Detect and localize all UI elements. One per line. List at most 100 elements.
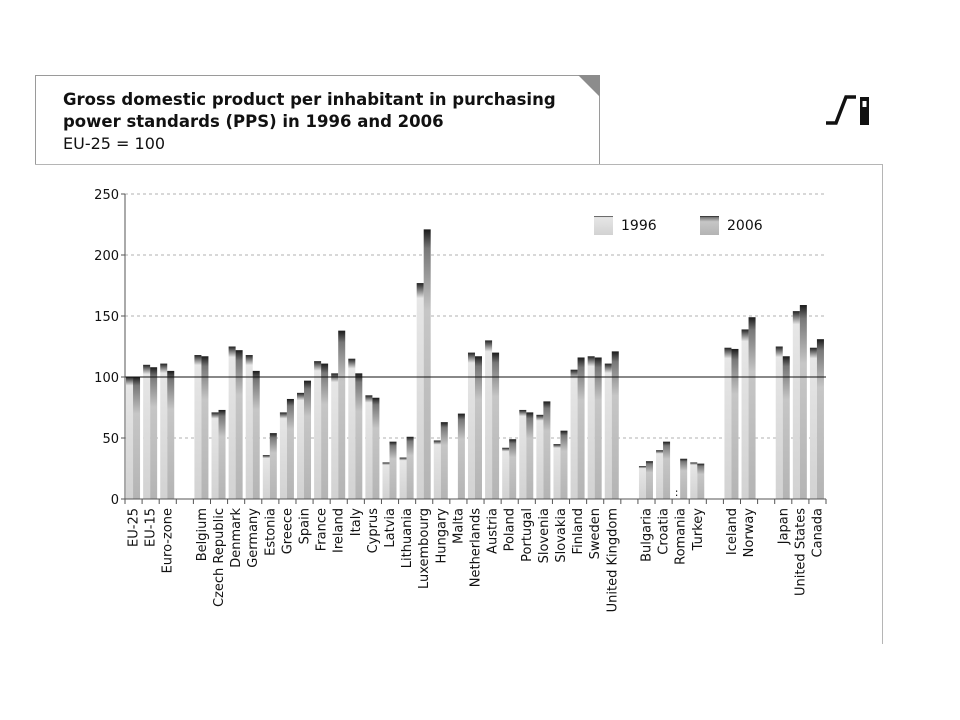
- title-box: Gross domestic product per inhabitant in…: [35, 75, 600, 165]
- bar-1996-austria: [485, 340, 493, 499]
- x-tick-label: Belgium: [195, 508, 210, 561]
- bar-1996-united-states: [792, 311, 800, 499]
- bar-1996-portugal: [519, 409, 527, 499]
- legend-label-1996: 1996: [621, 218, 657, 234]
- chart-frame: [35, 164, 883, 644]
- bar-2006-denmark: [235, 350, 243, 499]
- bar-2006-luxembourg: [423, 229, 431, 499]
- y-tick-label: 50: [102, 432, 119, 447]
- bar-1996-estonia: [262, 455, 270, 499]
- x-tick-label: Slovenia: [537, 508, 552, 563]
- x-tick-label: Denmark: [229, 508, 244, 568]
- bar-1996-denmark: [228, 346, 236, 499]
- x-tick-label: Portugal: [520, 508, 535, 562]
- x-tick-label: Sweden: [588, 508, 603, 559]
- x-tick-label: Romania: [674, 508, 689, 565]
- missing-value-marker: :: [675, 486, 679, 499]
- bar-1996-finland: [570, 369, 578, 499]
- bar-1996-eu-15: [143, 364, 151, 499]
- bar-2006-ireland: [338, 330, 346, 499]
- bar-2006-spain: [304, 380, 312, 499]
- bar-1996-ireland: [331, 373, 339, 499]
- x-tick-label: Turkey: [691, 508, 706, 552]
- bar-2006-poland: [509, 439, 517, 499]
- y-tick-label: 150: [94, 310, 119, 325]
- bar-2006-slovenia: [543, 401, 551, 499]
- bar-2006-lithuania: [406, 436, 414, 499]
- bar-2006-malta: [457, 413, 465, 499]
- bar-2006-sweden: [594, 357, 602, 499]
- bar-1996-slovenia: [536, 414, 544, 499]
- bar-1996-netherlands: [467, 352, 475, 499]
- bar-2006-united-states: [799, 305, 807, 499]
- x-tick-label: Spain: [298, 508, 313, 544]
- bar-2006-cyprus: [372, 397, 380, 499]
- bar-1996-spain: [297, 392, 305, 499]
- bar-1996-poland: [502, 447, 510, 499]
- legend-swatch-2006: [700, 216, 719, 235]
- bar-2006-greece: [286, 398, 294, 499]
- bar-2006-portugal: [526, 412, 534, 499]
- bar-1996-germany: [245, 355, 253, 499]
- bar-1996-iceland: [724, 347, 732, 499]
- x-tick-label: Austria: [486, 508, 501, 554]
- bar-1996-turkey: [690, 462, 698, 499]
- x-tick-label: Italy: [349, 508, 364, 537]
- x-tick-label: Ireland: [332, 508, 347, 553]
- bar-2006-czech-republic: [218, 409, 226, 499]
- legend-swatch-1996: [594, 216, 613, 235]
- bar-2006-germany: [252, 370, 260, 499]
- bar-2006-france: [321, 363, 329, 499]
- x-tick-label: Croatia: [657, 508, 672, 555]
- y-tick-label: 200: [94, 249, 119, 264]
- x-tick-label: Poland: [503, 508, 518, 551]
- bar-2006-romania: [680, 458, 688, 499]
- chart-title-line2: power standards (PPS) in 1996 and 2006: [63, 112, 444, 131]
- bar-2006-canada: [816, 339, 824, 499]
- x-tick-label: Estonia: [263, 508, 278, 556]
- bar-1996-france: [314, 361, 322, 499]
- x-tick-label: Finland: [571, 508, 586, 554]
- bar-2006-belgium: [201, 356, 209, 499]
- bar-1996-latvia: [382, 462, 390, 499]
- x-tick-label: Slovakia: [554, 508, 569, 563]
- chart-subtitle: EU-25 = 100: [63, 134, 166, 153]
- x-tick-label: Lithuania: [400, 508, 415, 568]
- x-tick-label: France: [315, 508, 330, 551]
- bar-1996-euro-zone: [160, 363, 168, 499]
- bar-1996-norway: [741, 329, 749, 499]
- corner-decoration: [578, 75, 600, 97]
- bar-1996-sweden: [587, 356, 595, 499]
- bar-1996-greece: [279, 412, 287, 499]
- x-tick-label: EU-25: [127, 508, 142, 547]
- chart-title-line1: Gross domestic product per inhabitant in…: [63, 90, 556, 109]
- bar-1996-japan: [775, 346, 783, 499]
- bar-2006-latvia: [389, 441, 397, 499]
- bar-2006-italy: [355, 373, 363, 499]
- bar-1996-canada: [809, 347, 817, 499]
- y-tick-label: 100: [94, 371, 119, 386]
- bar-2006-estonia: [269, 433, 277, 499]
- bar-2006-netherlands: [474, 356, 482, 499]
- bar-2006-croatia: [663, 441, 671, 499]
- x-tick-label: Czech Republic: [212, 508, 227, 607]
- bar-1996-italy: [348, 358, 356, 499]
- bar-1996-belgium: [194, 355, 202, 499]
- x-tick-label: Cyprus: [366, 508, 381, 554]
- x-tick-label: Luxembourg: [417, 508, 432, 589]
- x-tick-label: Iceland: [725, 508, 740, 555]
- bar-1996-united-kingdom: [604, 363, 612, 499]
- bar-2006-slovakia: [560, 430, 568, 499]
- x-tick-label: Euro-zone: [161, 508, 176, 573]
- x-tick-label: Hungary: [434, 508, 449, 564]
- bar-1996-cyprus: [365, 395, 373, 499]
- x-tick-label: Malta: [451, 508, 466, 544]
- bar-2006-bulgaria: [645, 461, 653, 499]
- y-tick-label: 250: [94, 188, 119, 203]
- x-tick-label: Germany: [246, 508, 261, 568]
- bar-1996-croatia: [656, 450, 664, 499]
- bar-2006-norway: [748, 317, 756, 499]
- bar-1996-hungary: [433, 440, 441, 499]
- bar-1996-czech-republic: [211, 412, 219, 499]
- x-tick-label: Canada: [810, 508, 825, 557]
